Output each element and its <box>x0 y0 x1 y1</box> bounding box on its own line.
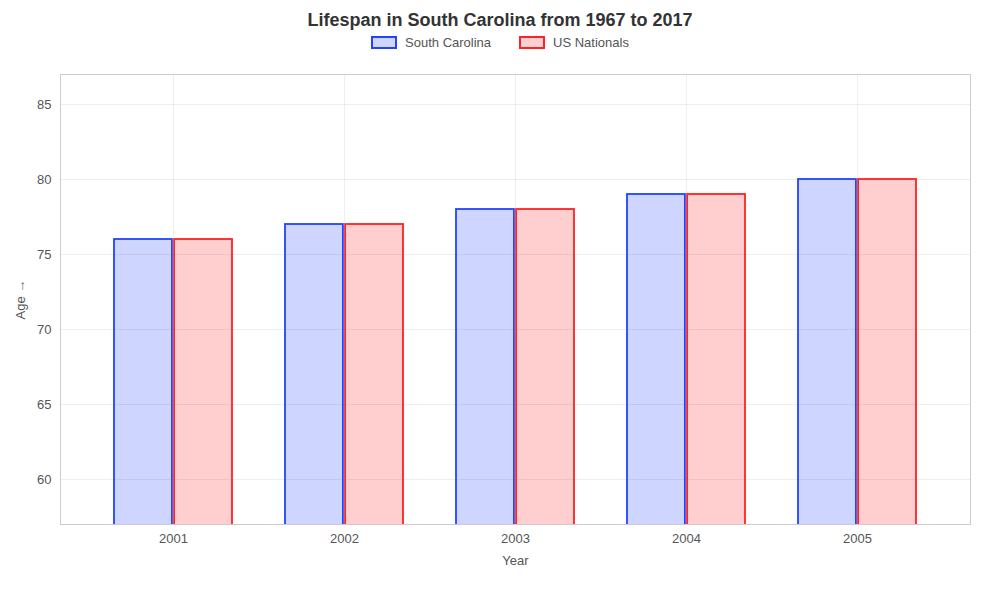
svg-text:80: 80 <box>37 172 51 187</box>
svg-text:2001: 2001 <box>159 531 188 546</box>
html-text:Lifespan in South Carolina fro: Lifespan in South Carolina from 1967 to … <box>307 10 693 30</box>
svg-text:70: 70 <box>37 322 51 337</box>
svg-text:2004: 2004 <box>672 531 701 546</box>
html-text:US Nationals: US Nationals <box>553 35 629 50</box>
svg-text:60: 60 <box>37 472 51 487</box>
svg-text:2002: 2002 <box>330 531 359 546</box>
svg-text:65: 65 <box>37 397 51 412</box>
svg-text:Year: Year <box>502 553 529 568</box>
svg-text:75: 75 <box>37 247 51 262</box>
html-text:South Carolina: South Carolina <box>405 35 492 50</box>
svg-text:2003: 2003 <box>501 531 530 546</box>
svg-text:Age →: Age → <box>13 280 28 320</box>
svg-text:85: 85 <box>37 97 51 112</box>
svg-text:2005: 2005 <box>843 531 872 546</box>
